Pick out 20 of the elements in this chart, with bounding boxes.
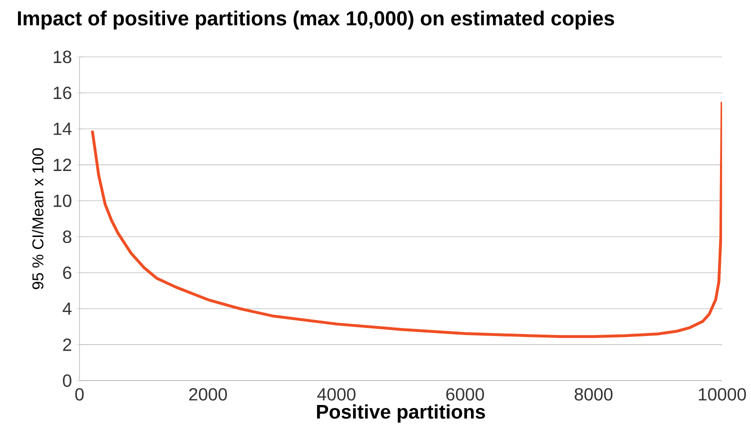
x-tick-label: 2000 xyxy=(189,388,227,400)
y-tick-label: 4 xyxy=(62,302,72,315)
x-tick-label: 6000 xyxy=(446,388,484,400)
x-axis-title: Positive partitions xyxy=(317,404,485,422)
x-tick-label: 4000 xyxy=(317,388,356,400)
y-tick-label: 18 xyxy=(54,50,72,63)
y-tick-label: 0 xyxy=(62,374,72,387)
x-tick-label: 10000 xyxy=(698,388,746,400)
y-tick-label: 14 xyxy=(54,122,72,135)
y-tick-label: 8 xyxy=(63,230,72,243)
y-tick-label: 16 xyxy=(54,86,72,99)
x-tick-label: 8000 xyxy=(574,388,613,400)
y-tick-label: 10 xyxy=(54,194,72,207)
y-tick-label: 6 xyxy=(63,266,72,279)
chart-title: Impact of positive partitions (max 10,000) on estimated copies xyxy=(18,10,614,30)
x-tick-label: 0 xyxy=(75,388,84,400)
y-tick-label: 2 xyxy=(63,338,72,351)
y-axis-title: 95 % CI/Mean x 100 xyxy=(32,148,44,289)
y-tick-label: 12 xyxy=(54,158,72,171)
line-series xyxy=(90,100,722,338)
